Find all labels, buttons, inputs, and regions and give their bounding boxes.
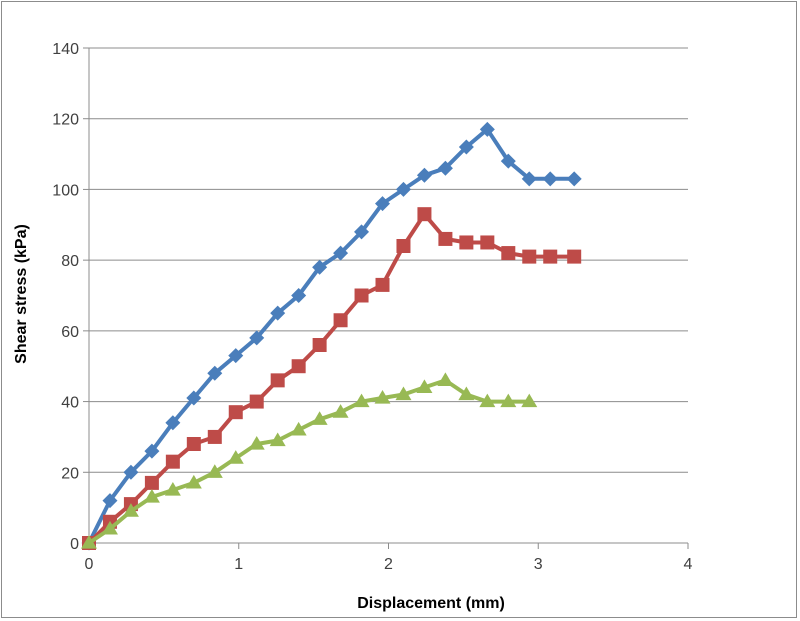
data-point-triangle	[227, 450, 244, 464]
data-point-diamond	[458, 139, 474, 155]
data-point-square	[270, 373, 285, 388]
x-tick-label: 4	[684, 556, 693, 573]
data-point-triangle	[479, 393, 496, 408]
data-point-square	[249, 394, 264, 409]
y-tick-label: 100	[52, 182, 79, 199]
data-point-diamond	[291, 288, 307, 303]
x-tick-label: 0	[85, 556, 94, 573]
data-point-triangle	[332, 404, 349, 418]
data-point-triangle	[458, 386, 475, 401]
y-tick-label: 40	[61, 395, 79, 412]
y-axis-title: Shear stress (kPa)	[13, 224, 30, 364]
data-point-triangle	[143, 489, 160, 503]
gridlines	[89, 47, 688, 473]
x-tick-label: 1	[234, 556, 243, 573]
data-point-diamond	[542, 171, 558, 187]
data-point-diamond	[479, 121, 495, 137]
data-point-square	[207, 429, 222, 444]
data-point-diamond	[333, 245, 349, 261]
data-point-diamond	[207, 365, 223, 381]
y-tick-label: 80	[61, 253, 79, 270]
data-point-square	[501, 246, 516, 261]
data-point-square	[144, 475, 159, 490]
data-point-diamond	[375, 196, 391, 212]
data-point-triangle	[164, 481, 181, 496]
series-3	[81, 372, 538, 549]
y-tick-label: 60	[61, 324, 79, 341]
data-point-diamond	[354, 224, 370, 240]
data-point-square	[543, 249, 558, 264]
data-point-triangle	[374, 390, 391, 404]
x-axis-title: Displacement (mm)	[357, 595, 505, 612]
data-point-square	[396, 239, 411, 253]
data-point-diamond	[144, 443, 160, 459]
data-point-triangle	[206, 464, 223, 478]
data-point-diamond	[312, 259, 328, 275]
data-point-diamond	[123, 464, 139, 480]
data-point-square	[438, 231, 453, 246]
data-point-square	[354, 288, 369, 303]
data-point-triangle	[395, 386, 412, 401]
data-point-triangle	[416, 379, 433, 394]
data-point-diamond	[500, 153, 516, 169]
data-point-square	[459, 235, 474, 250]
data-point-diamond	[416, 167, 432, 183]
data-point-diamond	[186, 390, 202, 406]
data-point-triangle	[500, 393, 517, 408]
y-tick-label: 0	[70, 536, 79, 553]
data-point-triangle	[521, 393, 538, 408]
y-tick-label: 120	[52, 112, 79, 129]
data-point-square	[312, 338, 327, 352]
series-2	[82, 207, 582, 550]
data-point-square	[522, 249, 537, 264]
data-point-diamond	[228, 348, 244, 364]
data-point-diamond	[102, 493, 118, 509]
series-line	[87, 378, 530, 545]
data-point-diamond	[249, 330, 265, 346]
data-point-square	[480, 235, 495, 250]
data-point-square	[333, 313, 348, 328]
data-point-triangle	[290, 421, 307, 436]
data-point-diamond	[270, 305, 286, 321]
data-point-diamond	[566, 171, 582, 187]
data-point-triangle	[81, 535, 97, 549]
data-point-triangle	[122, 503, 139, 517]
data-point-diamond	[395, 181, 411, 197]
series-line	[87, 127, 575, 544]
y-tick-label: 140	[52, 41, 79, 58]
data-point-diamond	[521, 171, 537, 187]
data-point-triangle	[269, 432, 286, 447]
series-1	[81, 121, 582, 551]
y-tick-label: 20	[61, 465, 79, 482]
x-tick-label: 2	[384, 556, 393, 573]
data-point-triangle	[353, 393, 370, 408]
data-point-triangle	[101, 520, 118, 535]
data-point-square	[567, 249, 582, 264]
axes	[83, 47, 689, 549]
data-point-square	[186, 437, 201, 451]
data-series	[81, 121, 582, 551]
data-point-triangle	[185, 474, 202, 489]
data-point-diamond	[165, 415, 181, 431]
data-point-square	[165, 454, 180, 469]
data-point-triangle	[437, 372, 454, 386]
data-point-triangle	[311, 411, 328, 425]
data-point-triangle	[248, 436, 265, 450]
x-tick-label: 3	[534, 556, 543, 573]
data-point-diamond	[437, 160, 453, 176]
data-point-square	[417, 207, 432, 222]
data-point-square	[228, 405, 243, 420]
data-point-square	[375, 277, 390, 292]
data-point-square	[291, 359, 306, 374]
